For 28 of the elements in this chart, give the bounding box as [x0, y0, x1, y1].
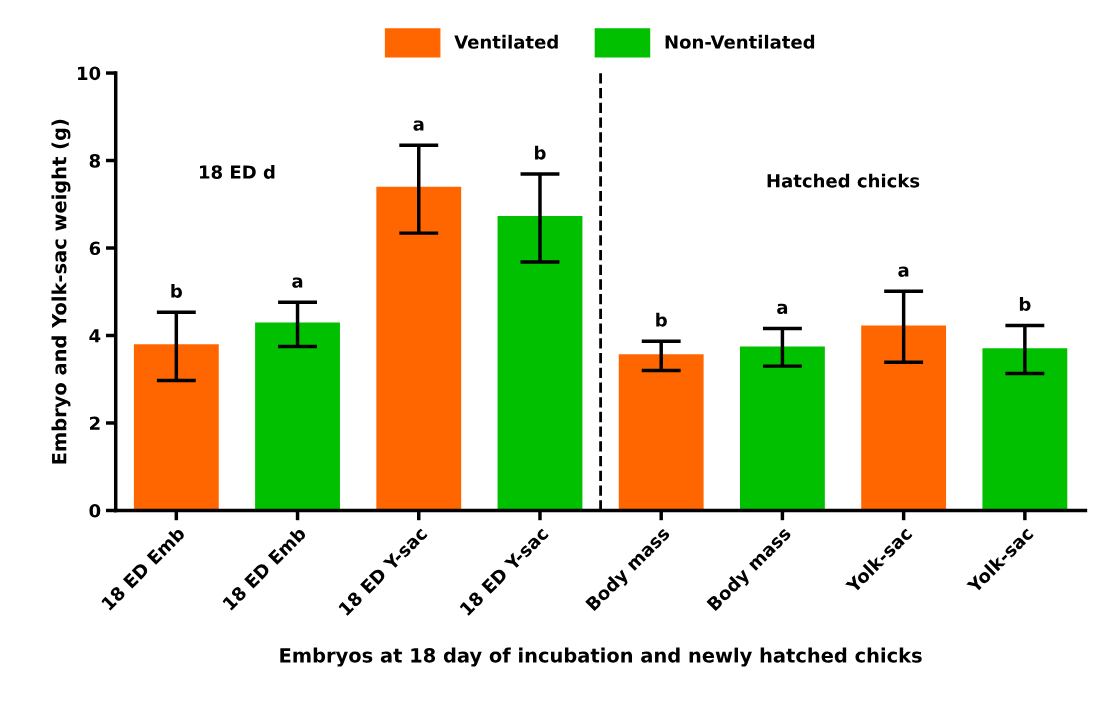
- y-tick-label: 0: [89, 503, 101, 518]
- y-tick-label: 8: [89, 153, 101, 168]
- y-tick-label: 4: [89, 329, 101, 343]
- legend-label: Ventilated: [454, 34, 558, 49]
- y-axis-title: Embryo and Yolk-sac weight (g): [51, 119, 71, 464]
- bar: [497, 216, 583, 511]
- y-tick-label: 10: [78, 66, 101, 81]
- y-tick-label: 2: [89, 416, 100, 430]
- annotation: 18 ED d: [200, 164, 275, 179]
- bar: [618, 354, 704, 511]
- annotation: Hatched chicks: [767, 173, 920, 188]
- bar: [861, 325, 947, 511]
- annotation: a: [777, 303, 788, 315]
- y-tick-label: 6: [89, 241, 101, 256]
- annotation: b: [171, 283, 182, 298]
- annotation: b: [656, 312, 667, 327]
- x-axis-title: Embryos at 18 day of incubation and newly hatched chicks: [280, 647, 922, 667]
- annotation: a: [898, 266, 909, 277]
- bar: [982, 348, 1068, 511]
- bar: [739, 346, 825, 511]
- annotation: a: [413, 120, 424, 131]
- bar: [133, 344, 219, 511]
- annotation: a: [292, 277, 303, 288]
- annotation: b: [1019, 297, 1031, 311]
- bar: [255, 322, 340, 511]
- bar: [376, 186, 462, 511]
- annotation: b: [535, 145, 546, 160]
- legend-label: Non-Ventilated: [665, 34, 815, 49]
